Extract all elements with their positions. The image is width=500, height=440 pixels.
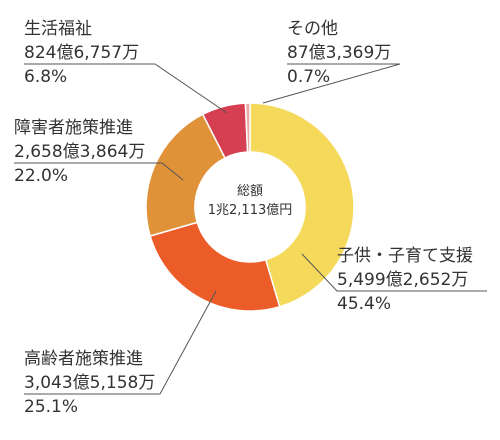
label-name-koreisha: 高齢者施策推進 xyxy=(24,349,143,369)
label-amount-sonota: 87億3,369万 xyxy=(287,43,391,63)
label-name-kodomo: 子供・子育て支援 xyxy=(337,246,473,266)
label-amount-kodomo: 5,499億2,652万 xyxy=(337,270,468,290)
label-percent-shogaisha: 22.0% xyxy=(14,166,68,186)
label-name-shogaisha: 障害者施策推進 xyxy=(14,118,133,138)
label-percent-seikatsu-fukushi: 6.8% xyxy=(24,67,67,87)
center-value: 1兆2,113億円 xyxy=(208,202,293,218)
slice-koreisha xyxy=(149,221,281,312)
label-name-sonota: その他 xyxy=(287,19,338,39)
slice-kodomo xyxy=(249,102,355,308)
label-percent-kodomo: 45.4% xyxy=(337,294,391,314)
slice-sonota xyxy=(244,102,251,153)
leader-koreisha xyxy=(24,290,217,395)
label-amount-seikatsu-fukushi: 824億6,757万 xyxy=(24,43,139,63)
leader-kodomo xyxy=(301,253,487,292)
leader-sonota xyxy=(262,63,401,104)
label-percent-sonota: 0.7% xyxy=(287,67,330,87)
center-label: 総額 xyxy=(237,184,263,199)
leader-seikatsu-fukushi xyxy=(24,63,228,114)
label-amount-shogaisha: 2,658億3,864万 xyxy=(14,142,145,162)
donut-slices xyxy=(145,102,355,312)
leader-shogaisha xyxy=(14,162,184,181)
leader-lines xyxy=(14,63,487,395)
label-amount-koreisha: 3,043億5,158万 xyxy=(24,373,155,393)
label-percent-koreisha: 25.1% xyxy=(24,397,78,417)
label-name-seikatsu-fukushi: 生活福祉 xyxy=(24,19,92,39)
